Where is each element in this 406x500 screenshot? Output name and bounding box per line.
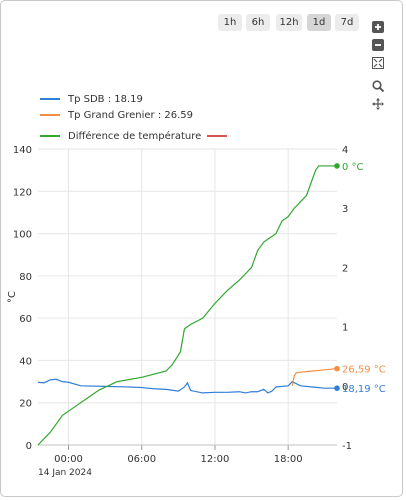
plus-icon[interactable] (372, 18, 384, 33)
y-right-tick-label: 0 (342, 382, 348, 393)
series-line-0 (37, 378, 337, 394)
y-left-tick-label: 140 (13, 145, 32, 156)
y-right-tick-label: 4 (342, 145, 348, 156)
series-end-marker-0 (334, 385, 340, 391)
range-button-1d[interactable]: 1d (307, 14, 331, 31)
legend-item-sdb[interactable]: Tp SDB : 18.19 (40, 94, 143, 105)
minus-icon[interactable] (372, 36, 384, 51)
y-left-tick-label: 80 (19, 272, 32, 283)
x-date-label: 14 Jan 2024 (38, 468, 92, 478)
fit-icon[interactable] (372, 54, 384, 69)
range-button-7d[interactable]: 7d (335, 14, 359, 31)
x-tick-label: 06:00 (127, 454, 156, 465)
y-right-tick-label: 3 (342, 204, 348, 215)
pan-icon[interactable] (372, 95, 384, 110)
legend-swatch-diff (40, 135, 60, 137)
series-end-label-0: 18,19 °C (342, 384, 386, 395)
legend-item-grenier[interactable]: Tp Grand Grenier : 26.59 (40, 110, 193, 121)
series-end-label-2: 0 °C (342, 162, 364, 173)
series-line-2 (37, 165, 337, 446)
y-left-tick-label: 60 (19, 314, 32, 325)
x-tick-label: 18:00 (274, 454, 303, 465)
y-left-axis-label: °C (7, 291, 18, 303)
y-left-tick-label: 20 (19, 399, 32, 410)
y-left-tick-label: 0 (26, 441, 32, 452)
y-left-tick-label: 120 (13, 187, 32, 198)
legend-swatch-extra (207, 135, 228, 137)
zoom-icon[interactable] (372, 77, 385, 93)
legend-label-sdb: Tp SDB : 18.19 (68, 94, 143, 105)
series-end-marker-2 (334, 163, 340, 169)
legend-label-grenier: Tp Grand Grenier : 26.59 (68, 110, 194, 121)
range-button-6h[interactable]: 6h (246, 14, 270, 31)
y-left-tick-label: 40 (19, 356, 32, 367)
y-right-tick-label: 1 (342, 323, 348, 334)
series-end-marker-1 (334, 365, 340, 372)
y-right-tick-label: 2 (342, 263, 348, 274)
legend-item-diff[interactable]: Différence de température (40, 131, 228, 142)
legend-label-diff: Différence de température (68, 131, 202, 142)
x-tick-label: 00:00 (54, 454, 83, 465)
range-button-1h[interactable]: 1h (218, 14, 242, 31)
y-right-tick-label: -1 (342, 441, 352, 452)
series-line-1 (291, 368, 338, 386)
legend-swatch-grenier (40, 114, 60, 116)
range-button-12h[interactable]: 12h (276, 14, 302, 31)
series-end-label-1: 26,59 °C (342, 365, 386, 376)
x-tick-label: 12:00 (201, 454, 230, 465)
y-left-tick-label: 100 (13, 230, 32, 241)
legend-swatch-sdb (40, 98, 60, 100)
